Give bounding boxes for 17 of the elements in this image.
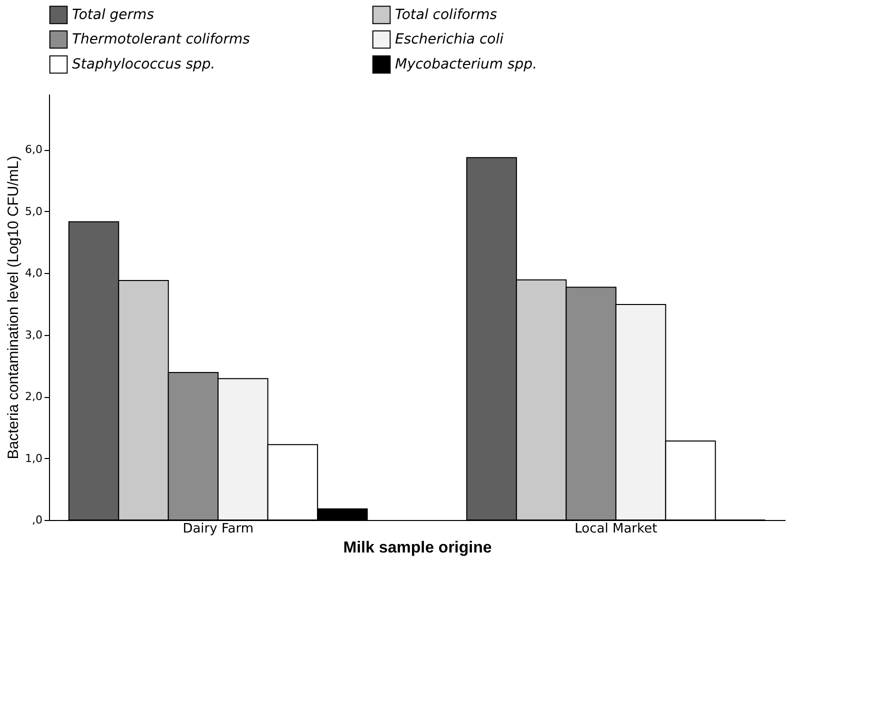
y-tick-label: ,0 — [32, 514, 42, 526]
x-axis-title: Milk sample origine — [343, 540, 492, 556]
y-axis-title: Bacteria contamination level (Log10 CFU/mL) — [5, 156, 22, 460]
legend-label: Staphylococcus spp. — [72, 56, 216, 72]
legend-label: Thermotolerant coliforms — [72, 32, 250, 48]
y-tick-label: 1,0 — [25, 452, 42, 465]
y-tick-label: 3,0 — [25, 328, 42, 342]
y-tick-label: 4,0 — [25, 266, 42, 280]
legend-label: Total germs — [72, 6, 154, 23]
legend-label: Mycobacterium spp. — [395, 56, 538, 72]
legend-label: Escherichia coli — [395, 32, 504, 48]
legend-label: Total coliforms — [395, 6, 498, 23]
y-tick-label: 2,0 — [25, 390, 42, 404]
y-tick-label: 6,0 — [25, 143, 42, 156]
y-tick-label: 5,0 — [25, 204, 42, 218]
x-tick-label: Dairy Farm — [182, 522, 254, 536]
x-tick-label: Local Market — [574, 522, 658, 536]
